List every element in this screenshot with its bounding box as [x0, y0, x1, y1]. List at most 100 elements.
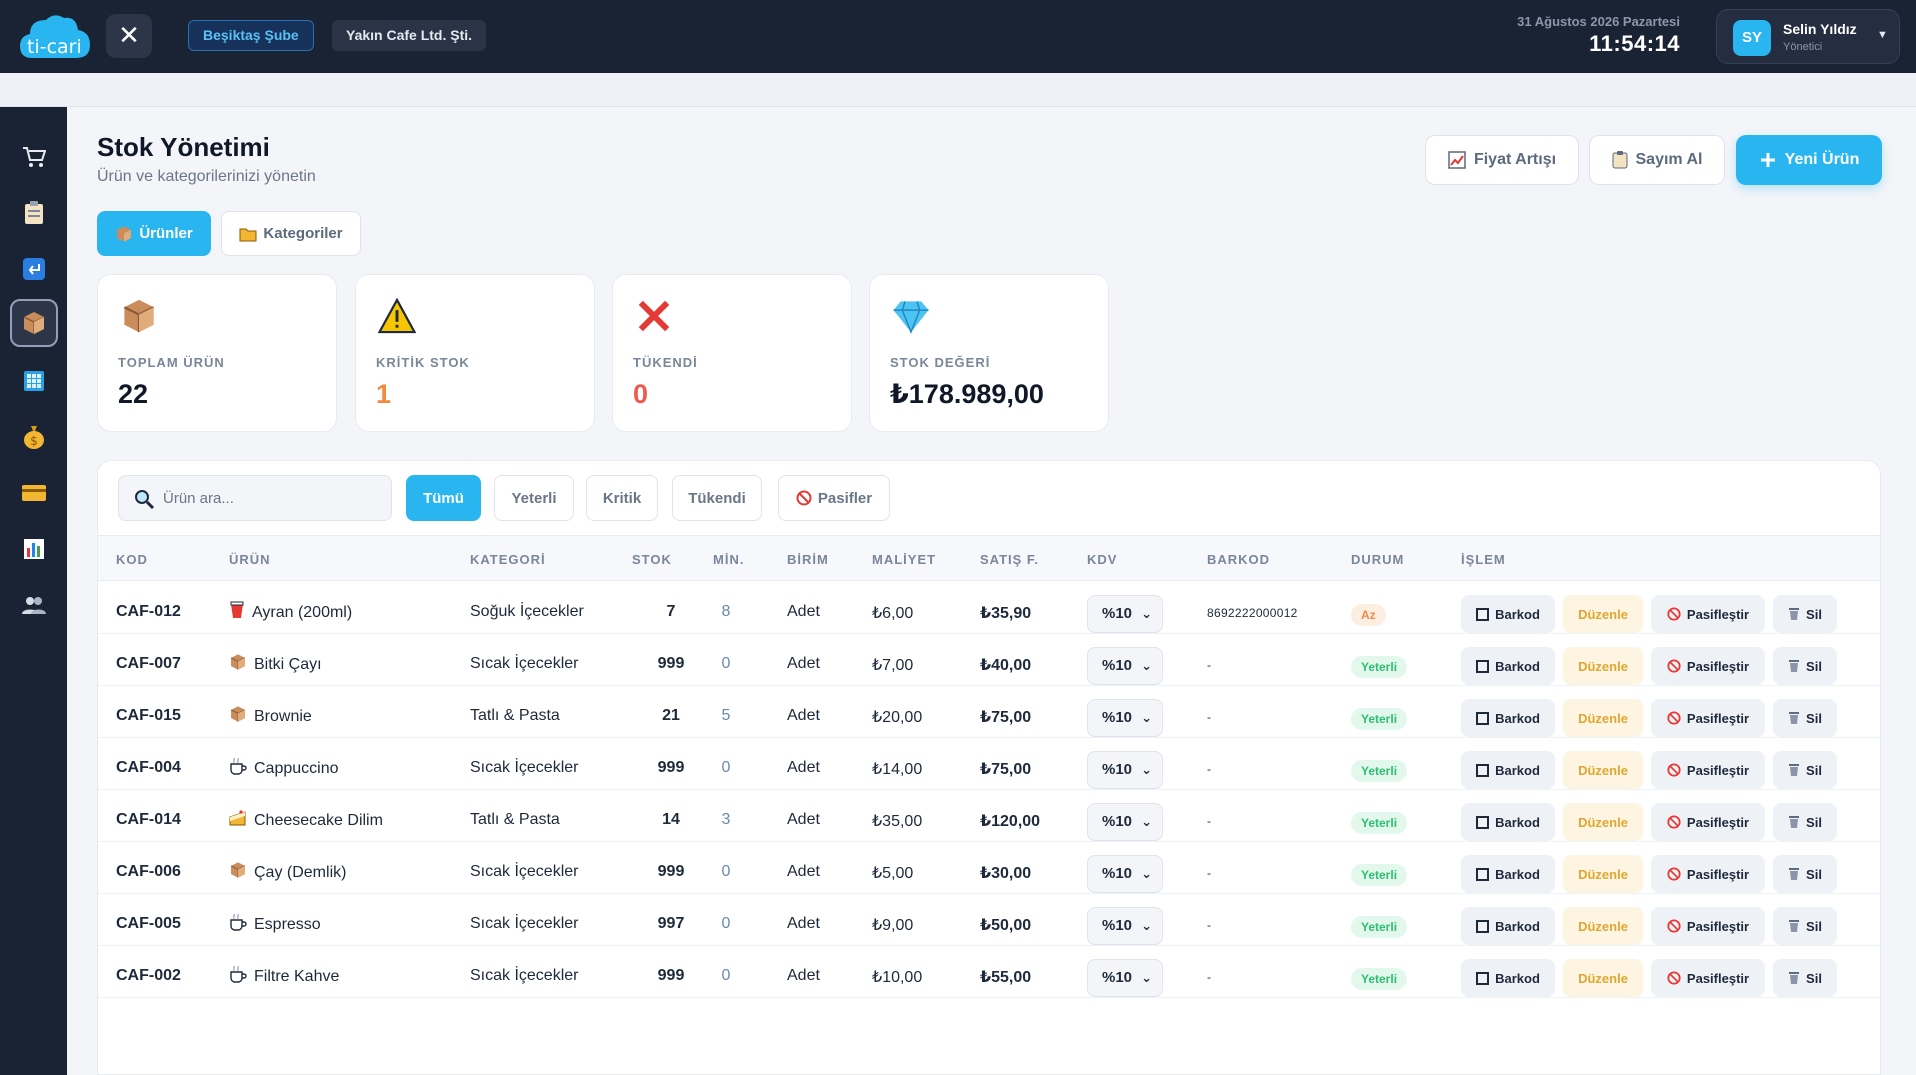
filter-sufficient[interactable]: Yeterli — [494, 475, 574, 521]
kdv-select[interactable]: %10 ⌄ — [1087, 699, 1163, 737]
kdv-select[interactable]: %10 ⌄ — [1087, 803, 1163, 841]
deactivate-button[interactable]: Pasifleştir — [1651, 751, 1765, 789]
barcode-button-label: Barkod — [1495, 762, 1540, 778]
close-button[interactable]: ✕ — [106, 14, 152, 58]
deactivate-button[interactable]: Pasifleştir — [1651, 907, 1765, 945]
delete-button[interactable]: Sil — [1773, 699, 1837, 737]
count-button[interactable]: Sayım Al — [1589, 135, 1725, 185]
kdv-select[interactable]: %10 ⌄ — [1087, 959, 1163, 997]
app-logo[interactable]: ti-cari — [18, 12, 92, 60]
sidebar-item-companies[interactable] — [10, 357, 58, 405]
barcode-button[interactable]: Barkod — [1461, 803, 1555, 841]
sidebar-item-payments[interactable] — [10, 469, 58, 517]
th-code[interactable]: KOD — [116, 552, 148, 567]
th-category[interactable]: KATEGORİ — [470, 552, 546, 567]
th-status[interactable]: DURUM — [1351, 552, 1405, 567]
kdv-select[interactable]: %10 ⌄ — [1087, 751, 1163, 789]
kdv-value: %10 — [1102, 917, 1133, 934]
svg-text:$: $ — [30, 434, 38, 448]
barcode-button[interactable]: Barkod — [1461, 855, 1555, 893]
branch-selector[interactable]: Beşiktaş Şube — [188, 20, 314, 51]
delete-button[interactable]: Sil — [1773, 647, 1837, 685]
sidebar-item-orders[interactable] — [10, 189, 58, 237]
th-cost[interactable]: MALİYET — [872, 552, 937, 567]
new-product-button[interactable]: Yeni Ürün — [1736, 135, 1882, 185]
status-badge: Yeterli — [1351, 656, 1408, 678]
price-increase-label: Fiyat Artışı — [1473, 151, 1557, 168]
search-box[interactable] — [118, 475, 392, 521]
stat-card-out: TÜKENDİ 0 — [612, 274, 852, 432]
barcode-button[interactable]: Barkod — [1461, 595, 1555, 633]
edit-button[interactable]: Düzenle — [1563, 959, 1643, 997]
edit-button[interactable]: Düzenle — [1563, 803, 1643, 841]
deactivate-button[interactable]: Pasifleştir — [1651, 855, 1765, 893]
cell-stock: 14 — [662, 811, 680, 828]
deactivate-button[interactable]: Pasifleştir — [1651, 803, 1765, 841]
barcode-button[interactable]: Barkod — [1461, 959, 1555, 997]
th-price[interactable]: SATIŞ F. — [980, 552, 1040, 567]
barcode-button[interactable]: Barkod — [1461, 751, 1555, 789]
deactivate-button[interactable]: Pasifleştir — [1651, 595, 1765, 633]
clipboard-icon — [1612, 151, 1627, 169]
deactivate-button[interactable]: Pasifleştir — [1651, 959, 1765, 997]
stat-label: STOK DEĞERİ — [890, 355, 991, 370]
delete-button[interactable]: Sil — [1773, 595, 1837, 633]
chevron-down-icon: ⌄ — [1141, 710, 1152, 725]
edit-button[interactable]: Düzenle — [1563, 907, 1643, 945]
kdv-select[interactable]: %10 ⌄ — [1087, 595, 1163, 633]
sidebar-item-finance[interactable]: $ — [10, 413, 58, 461]
th-kdv[interactable]: KDV — [1087, 552, 1118, 567]
kdv-select[interactable]: %10 ⌄ — [1087, 907, 1163, 945]
filter-passive[interactable]: Pasifler — [778, 475, 890, 521]
page-title: Stok Yönetimi — [97, 132, 270, 162]
edit-button[interactable]: Düzenle — [1563, 595, 1643, 633]
barcode-button[interactable]: Barkod — [1461, 699, 1555, 737]
kdv-select[interactable]: %10 ⌄ — [1087, 647, 1163, 685]
delete-button[interactable]: Sil — [1773, 959, 1837, 997]
tab-categories[interactable]: Kategoriler — [221, 211, 361, 256]
delete-button[interactable]: Sil — [1773, 803, 1837, 841]
th-barcode[interactable]: BARKOD — [1207, 552, 1271, 567]
th-product[interactable]: ÜRÜN — [229, 552, 271, 567]
filter-all[interactable]: Tümü — [406, 475, 481, 521]
cell-barcode: - — [1207, 866, 1212, 880]
tab-products[interactable]: Ürünler — [97, 211, 211, 256]
deactivate-button[interactable]: Pasifleştir — [1651, 647, 1765, 685]
edit-button[interactable]: Düzenle — [1563, 751, 1643, 789]
th-action[interactable]: İŞLEM — [1461, 552, 1506, 567]
filter-out[interactable]: Tükendi — [672, 475, 762, 521]
search-icon — [135, 490, 155, 510]
delete-button[interactable]: Sil — [1773, 751, 1837, 789]
price-increase-button[interactable]: Fiyat Artışı — [1425, 135, 1579, 185]
edit-button[interactable]: Düzenle — [1563, 647, 1643, 685]
sidebar-item-stock[interactable] — [10, 299, 58, 347]
sidebar-item-reports[interactable] — [10, 525, 58, 573]
edit-button[interactable]: Düzenle — [1563, 855, 1643, 893]
filter-critical[interactable]: Kritik — [586, 475, 658, 521]
delete-button[interactable]: Sil — [1773, 907, 1837, 945]
product-name: Brownie — [254, 707, 312, 725]
status-badge: Az — [1351, 604, 1386, 626]
barcode-button[interactable]: Barkod — [1461, 907, 1555, 945]
delete-button-label: Sil — [1806, 710, 1822, 726]
barcode-button[interactable]: Barkod — [1461, 647, 1555, 685]
search-input[interactable] — [163, 476, 383, 520]
kdv-value: %10 — [1102, 969, 1133, 986]
sidebar-item-users[interactable] — [10, 581, 58, 629]
th-min[interactable]: MİN. — [713, 552, 745, 567]
cell-code: CAF-005 — [116, 915, 181, 932]
table-header: KOD ÜRÜN KATEGORİ STOK MİN. BİRİM MALİYE… — [98, 535, 1880, 581]
deactivate-button[interactable]: Pasifleştir — [1651, 699, 1765, 737]
kdv-select[interactable]: %10 ⌄ — [1087, 855, 1163, 893]
cell-price: ₺75,00 — [980, 761, 1032, 778]
barcode-button-label: Barkod — [1495, 606, 1540, 622]
th-stock[interactable]: STOK — [632, 552, 672, 567]
delete-button[interactable]: Sil — [1773, 855, 1837, 893]
sidebar-item-sales[interactable] — [10, 133, 58, 181]
th-unit[interactable]: BİRİM — [787, 552, 829, 567]
sidebar: $ — [0, 107, 67, 1075]
cell-code: CAF-007 — [116, 655, 181, 672]
edit-button[interactable]: Düzenle — [1563, 699, 1643, 737]
sidebar-item-returns[interactable] — [10, 245, 58, 293]
user-menu[interactable]: SY Selin Yıldız Yönetici ▼ — [1716, 9, 1900, 64]
